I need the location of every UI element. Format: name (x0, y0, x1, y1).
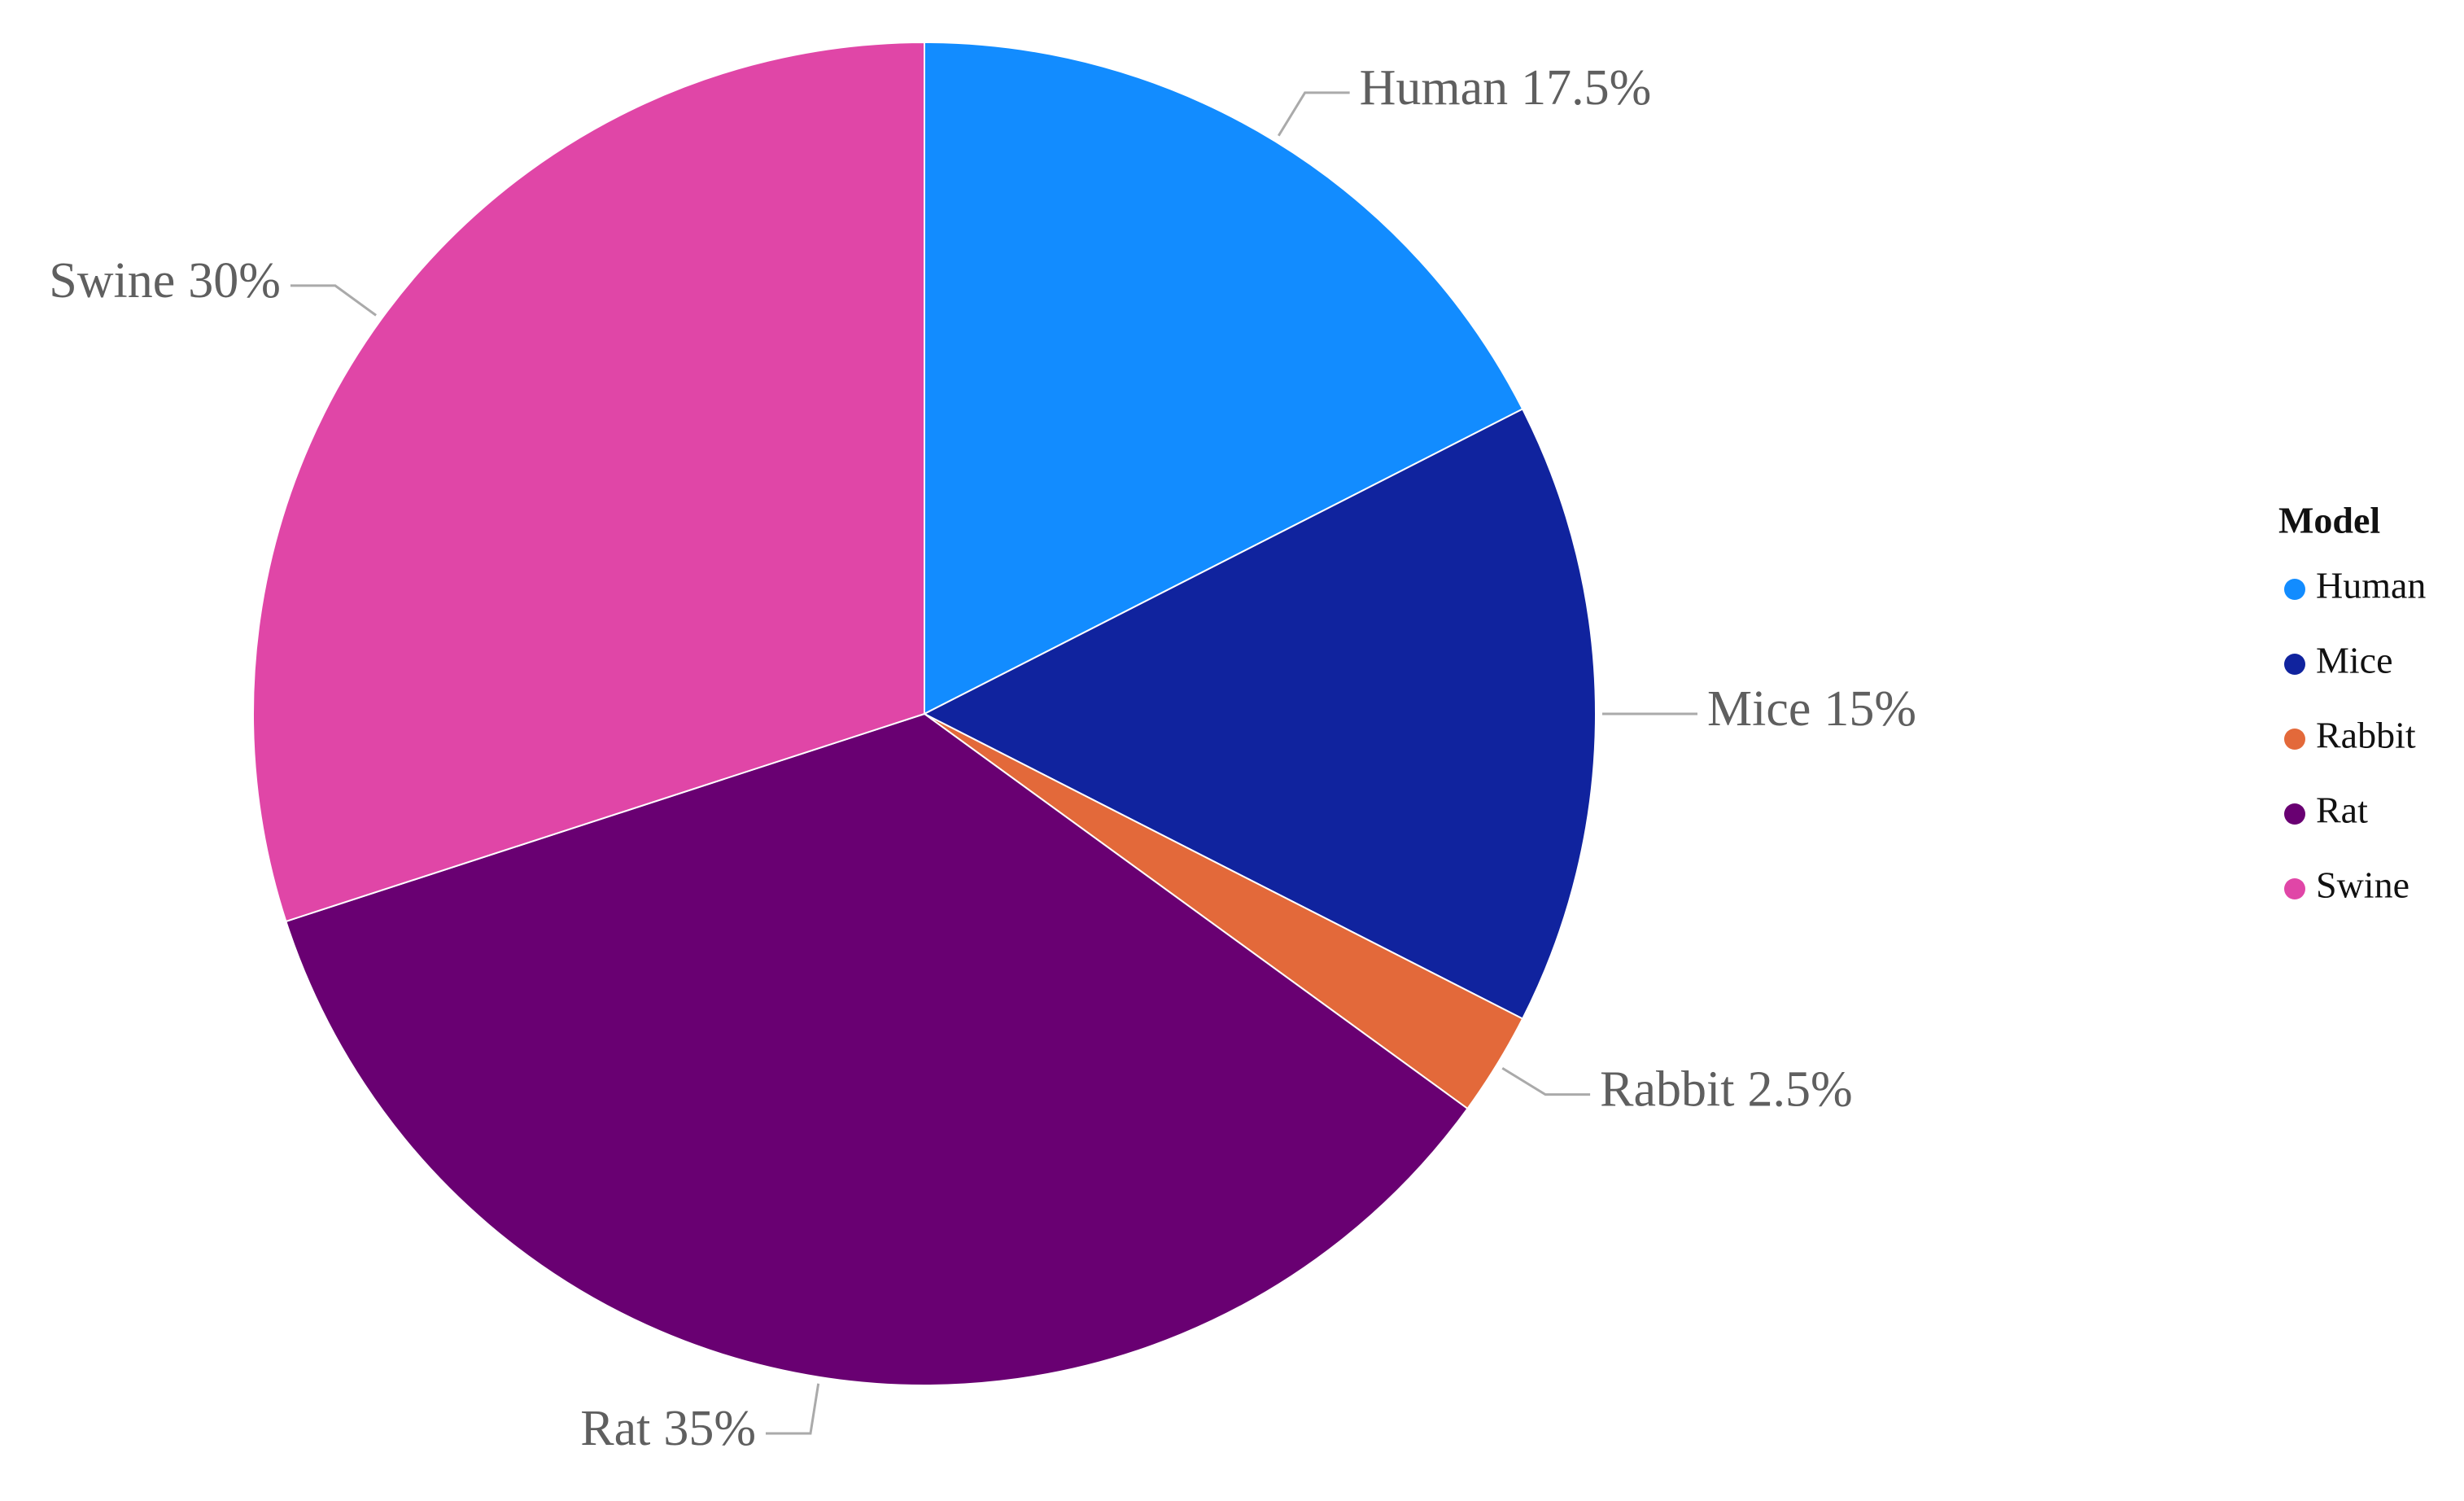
legend-label: Swine (2316, 864, 2409, 906)
slice-label-name: Swine (49, 253, 175, 309)
legend-title: Model (2278, 500, 2380, 541)
leader-line (765, 1383, 820, 1435)
pie-slice (924, 41, 1524, 715)
legend-label: Rat (2316, 790, 2368, 831)
pie (252, 41, 1597, 1386)
pie-slice (922, 408, 1597, 1020)
legend-label: Rabbit (2316, 715, 2416, 756)
slice-label: Rat 35% (580, 1401, 756, 1456)
slice-labels: Human 17.5% Mice 15% Rabbit 2.5% Rat 35% Swine 30… (49, 60, 1916, 1456)
leader-line (1501, 1066, 1591, 1096)
leader-line (1277, 91, 1350, 137)
pie-slice (285, 712, 1469, 1386)
slice-label: Mice 15% (1707, 681, 1916, 737)
slice-label-value: 35% (663, 1401, 756, 1456)
slice-label-name: Rabbit (1600, 1062, 1734, 1118)
slice-label: Rabbit 2.5% (1600, 1062, 1852, 1118)
leader-line (290, 284, 377, 317)
legend-swatch (2284, 878, 2305, 899)
legend-swatch (2284, 579, 2305, 600)
pie-slice (252, 41, 925, 923)
legend-label: Human (2316, 565, 2426, 606)
legend-label: Mice (2316, 640, 2393, 681)
slice-label-name: Rat (580, 1401, 650, 1456)
slice-label-value: 15% (1824, 681, 1916, 737)
legend-swatch (2284, 729, 2305, 750)
slice-label-value: 30% (188, 253, 281, 309)
slice-label-name: Mice (1707, 681, 1811, 737)
slice-label: Swine 30% (49, 253, 281, 309)
slice-label: Human 17.5% (1360, 60, 1652, 116)
slice-label-value: 2.5% (1747, 1062, 1852, 1118)
slice-label-value: 17.5% (1521, 60, 1651, 116)
legend: Model Human Mice Rabbit Rat Swine (2278, 500, 2426, 906)
legend-swatch (2284, 803, 2305, 825)
legend-swatch (2284, 654, 2305, 675)
slice-label-name: Human (1360, 60, 1509, 116)
